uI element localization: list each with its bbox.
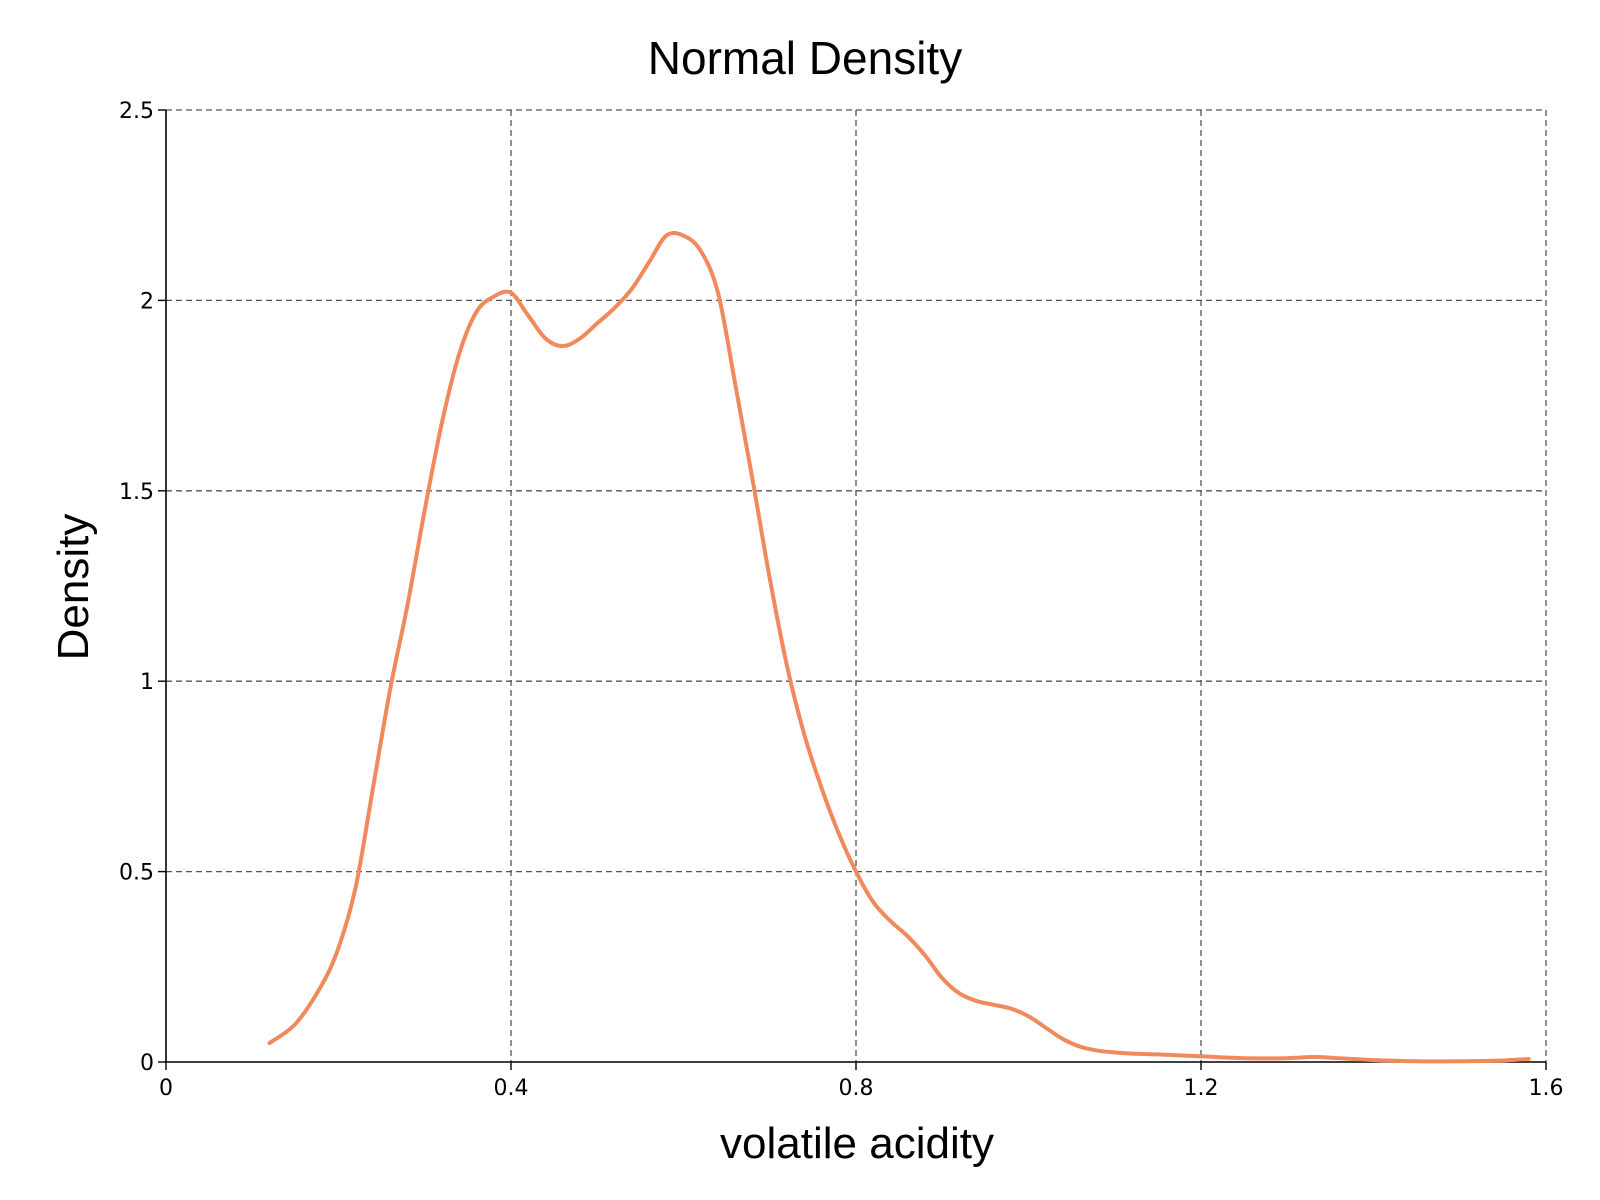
y-tick-label: 2 xyxy=(140,289,154,314)
grid-lines xyxy=(166,109,1547,1062)
x-tick-label: 0 xyxy=(159,1076,173,1101)
chart-title: Normal Density xyxy=(648,32,962,84)
series-layer xyxy=(267,231,1531,1064)
x-axis-title: volatile acidity xyxy=(720,1119,994,1168)
density-line xyxy=(267,231,1531,1064)
x-tick-label: 0.4 xyxy=(494,1076,529,1101)
tick-labels: 0 0.4 0.8 1.2 1.6 0 0.5 1 1.5 2 2.5 xyxy=(119,99,1564,1101)
x-tick-label: 1.6 xyxy=(1529,1076,1564,1101)
y-tick-label: 2.5 xyxy=(119,99,154,124)
y-axis-title: Density xyxy=(49,514,98,661)
y-tick-label: 0 xyxy=(140,1051,154,1076)
y-tick-label: 0.5 xyxy=(119,861,154,886)
axes xyxy=(158,109,1547,1070)
y-tick-label: 1.5 xyxy=(119,480,154,505)
y-tick-label: 1 xyxy=(140,670,154,695)
x-tick-label: 0.8 xyxy=(839,1076,874,1101)
x-tick-label: 1.2 xyxy=(1184,1076,1219,1101)
